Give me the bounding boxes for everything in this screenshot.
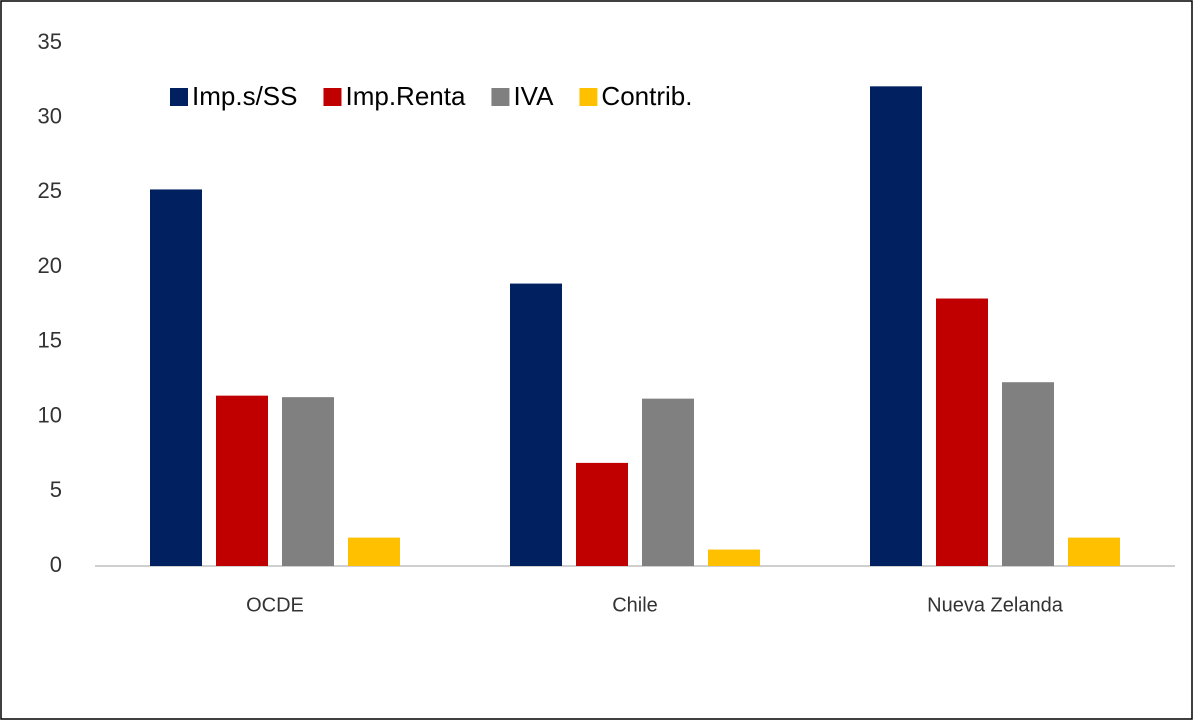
bar xyxy=(348,537,400,566)
bar xyxy=(150,189,202,566)
bar xyxy=(642,398,694,566)
x-tick-label: Chile xyxy=(612,594,658,616)
legend-label: Imp.s/SS xyxy=(192,81,297,111)
bar xyxy=(708,549,760,566)
legend-label: IVA xyxy=(513,81,554,111)
legend-swatch xyxy=(579,88,598,106)
bar xyxy=(282,397,334,566)
y-tick-label: 10 xyxy=(38,402,62,427)
bar xyxy=(870,86,922,566)
legend-label: Contrib. xyxy=(601,81,692,111)
y-tick-label: 0 xyxy=(50,552,62,577)
x-tick-label: Nueva Zelanda xyxy=(927,594,1064,616)
y-tick-label: 35 xyxy=(38,29,62,54)
y-tick-label: 5 xyxy=(50,477,62,502)
bar xyxy=(216,395,268,566)
legend-swatch xyxy=(170,88,188,106)
y-tick-label: 15 xyxy=(38,328,62,353)
y-tick-label: 30 xyxy=(38,104,62,129)
bar xyxy=(576,462,628,566)
x-tick-label: OCDE xyxy=(246,594,304,616)
bar xyxy=(1002,382,1054,566)
y-tick-label: 25 xyxy=(38,178,62,203)
legend-swatch xyxy=(491,88,510,106)
legend-swatch xyxy=(323,88,342,106)
bar xyxy=(510,283,562,566)
y-tick-label: 20 xyxy=(38,253,62,278)
bar xyxy=(1068,537,1120,566)
bar xyxy=(936,298,988,566)
legend-label: Imp.Renta xyxy=(345,81,465,111)
